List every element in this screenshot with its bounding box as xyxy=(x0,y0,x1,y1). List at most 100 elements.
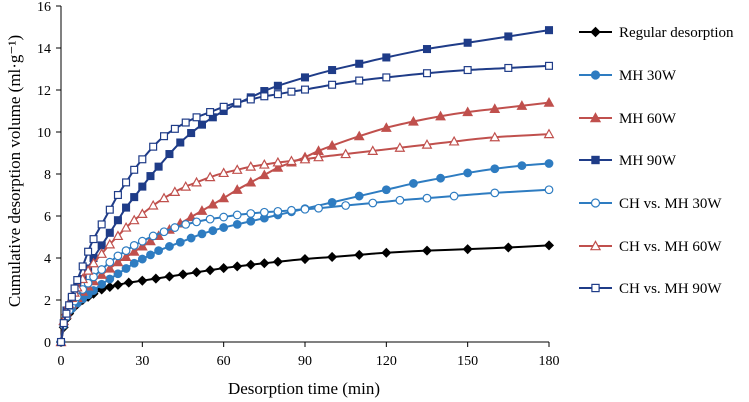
data-point-regular-desorption xyxy=(543,240,555,251)
data-point-ch-vs-mh-30w xyxy=(246,209,256,218)
data-point-ch-vs-mh-60w xyxy=(218,167,230,178)
x-tick-label: 60 xyxy=(217,354,231,369)
y-tick-label: 10 xyxy=(37,126,51,141)
y-tick-label: 0 xyxy=(44,336,51,351)
data-point-mh-60w xyxy=(218,192,230,203)
data-point-ch-vs-mh-30w xyxy=(137,236,147,246)
data-point-mh-90w xyxy=(138,182,147,191)
data-point-mh-90w xyxy=(300,73,310,82)
series-ch-vs-mh-90w xyxy=(56,61,554,347)
data-point-mh-90w xyxy=(504,32,513,41)
x-axis: 0 30 60 90 120 150 180 xyxy=(58,341,560,369)
data-point-regular-desorption xyxy=(96,284,107,295)
y-axis: 0 2 4 6 8 10 12 14 16 xyxy=(37,0,62,351)
data-point-regular-desorption xyxy=(164,271,175,282)
legend-marker-ch-vs-mh-60w xyxy=(589,240,602,251)
legend-label-regular-desorption: Regular desorption xyxy=(619,25,734,41)
data-point-ch-vs-mh-90w xyxy=(328,80,337,89)
data-point-mh-90w xyxy=(146,172,155,181)
data-point-ch-vs-mh-30w xyxy=(148,231,158,241)
data-point-mh-60w xyxy=(136,240,148,251)
data-point-mh-60w xyxy=(112,256,124,267)
data-point-mh-90w xyxy=(105,228,114,237)
legend-item-mh-90w: MH 90W xyxy=(579,153,677,169)
data-point-regular-desorption xyxy=(205,265,216,276)
data-point-ch-vs-mh-60w xyxy=(543,128,555,139)
data-point-mh-30w xyxy=(436,173,445,183)
data-point-mh-60w xyxy=(462,106,474,117)
data-point-ch-vs-mh-90w xyxy=(287,87,296,96)
data-point-ch-vs-mh-90w xyxy=(67,292,76,301)
legend-marker-mh-90w xyxy=(591,155,600,165)
data-point-regular-desorption xyxy=(191,267,202,278)
data-point-ch-vs-mh-60w xyxy=(136,208,148,218)
data-point-ch-vs-mh-90w xyxy=(300,85,310,94)
data-point-mh-30w xyxy=(154,246,164,256)
y-axis-title: Cumulative desorption volume (ml·g⁻¹) xyxy=(5,35,24,307)
series-ch-vs-mh-60w xyxy=(55,128,555,347)
data-point-regular-desorption xyxy=(150,273,161,284)
data-point-ch-vs-mh-30w xyxy=(121,246,131,256)
data-point-mh-30w xyxy=(121,264,131,273)
data-point-ch-vs-mh-30w xyxy=(341,201,351,210)
data-point-mh-30w xyxy=(463,168,473,178)
data-point-ch-vs-mh-30w xyxy=(368,198,378,208)
data-point-ch-vs-mh-90w xyxy=(422,69,432,78)
data-point-mh-90w xyxy=(463,38,472,47)
data-point-mh-30w xyxy=(165,242,174,251)
data-point-regular-desorption xyxy=(299,254,311,265)
data-point-ch-vs-mh-60w xyxy=(286,155,297,166)
data-point-mh-60w xyxy=(435,110,446,121)
data-point-ch-vs-mh-60w xyxy=(258,158,270,169)
data-point-regular-desorption xyxy=(381,247,392,258)
data-point-regular-desorption xyxy=(272,256,283,267)
data-point-ch-vs-mh-90w xyxy=(170,124,179,133)
data-point-ch-vs-mh-60w xyxy=(313,151,324,162)
data-point-ch-vs-mh-30w xyxy=(314,203,323,213)
y-tick-label: 6 xyxy=(44,210,51,225)
data-point-mh-60w xyxy=(245,176,257,187)
data-point-regular-desorption xyxy=(137,275,148,286)
data-point-mh-90w xyxy=(544,26,554,35)
data-point-regular-desorption xyxy=(245,259,256,270)
data-point-ch-vs-mh-30w xyxy=(170,223,180,232)
data-point-ch-vs-mh-30w xyxy=(181,219,191,229)
x-tick-label: 150 xyxy=(457,354,478,369)
data-point-ch-vs-mh-90w xyxy=(192,113,201,122)
data-point-ch-vs-mh-60w xyxy=(367,145,379,155)
data-point-ch-vs-mh-60w xyxy=(120,221,132,232)
data-point-ch-vs-mh-90w xyxy=(105,205,114,214)
data-point-mh-60w xyxy=(272,162,284,172)
legend-label-ch-vs-mh-60w: CH vs. MH 60W xyxy=(619,239,722,255)
data-point-mh-90w xyxy=(97,241,106,250)
legend: Regular desorption MH 30W MH 60W MH 90W CH v… xyxy=(579,25,734,297)
data-point-mh-60w xyxy=(96,269,108,279)
data-point-mh-30w xyxy=(186,233,196,243)
data-point-regular-desorption xyxy=(421,245,433,256)
data-point-mh-60w xyxy=(380,122,392,132)
data-point-mh-60w xyxy=(489,103,501,113)
data-point-ch-vs-mh-30w xyxy=(449,191,459,201)
data-point-ch-vs-mh-60w xyxy=(147,199,159,210)
data-point-ch-vs-mh-30w xyxy=(544,185,554,195)
data-point-mh-30w xyxy=(197,229,207,239)
data-point-ch-vs-mh-90w xyxy=(233,98,242,107)
data-point-mh-90w xyxy=(122,203,131,212)
data-point-ch-vs-mh-90w xyxy=(504,63,513,72)
data-point-ch-vs-mh-90w xyxy=(122,178,131,187)
data-point-ch-vs-mh-90w xyxy=(273,90,282,99)
data-point-ch-vs-mh-30w xyxy=(159,227,169,237)
data-point-mh-90w xyxy=(382,53,391,62)
data-point-ch-vs-mh-90w xyxy=(97,220,106,229)
data-point-mh-30w xyxy=(490,164,500,174)
x-axis-title: Desorption time (min) xyxy=(228,379,380,398)
legend-marker-mh-30w xyxy=(590,70,601,80)
data-point-ch-vs-mh-60w xyxy=(421,138,433,149)
data-point-ch-vs-mh-90w xyxy=(260,92,269,101)
data-point-regular-desorption xyxy=(327,251,338,262)
legend-item-ch-vs-mh-30w: CH vs. MH 30W xyxy=(579,196,722,212)
data-point-regular-desorption xyxy=(112,279,123,290)
data-point-mh-60w xyxy=(231,184,243,194)
data-point-mh-90w xyxy=(187,129,196,138)
